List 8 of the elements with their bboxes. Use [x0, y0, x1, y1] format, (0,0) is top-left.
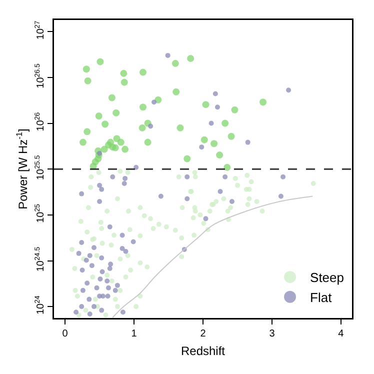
- x-tick-label: 4: [338, 328, 344, 340]
- x-tick-label: 3: [269, 328, 276, 340]
- x-tick-label: 1: [131, 328, 138, 340]
- legend-label: Flat: [310, 290, 332, 305]
- x-tick-label: 0: [62, 328, 68, 340]
- legend-label: Steep: [310, 270, 344, 286]
- x-axis-title: Redshift: [180, 344, 226, 358]
- x-tick-label: 2: [200, 328, 206, 340]
